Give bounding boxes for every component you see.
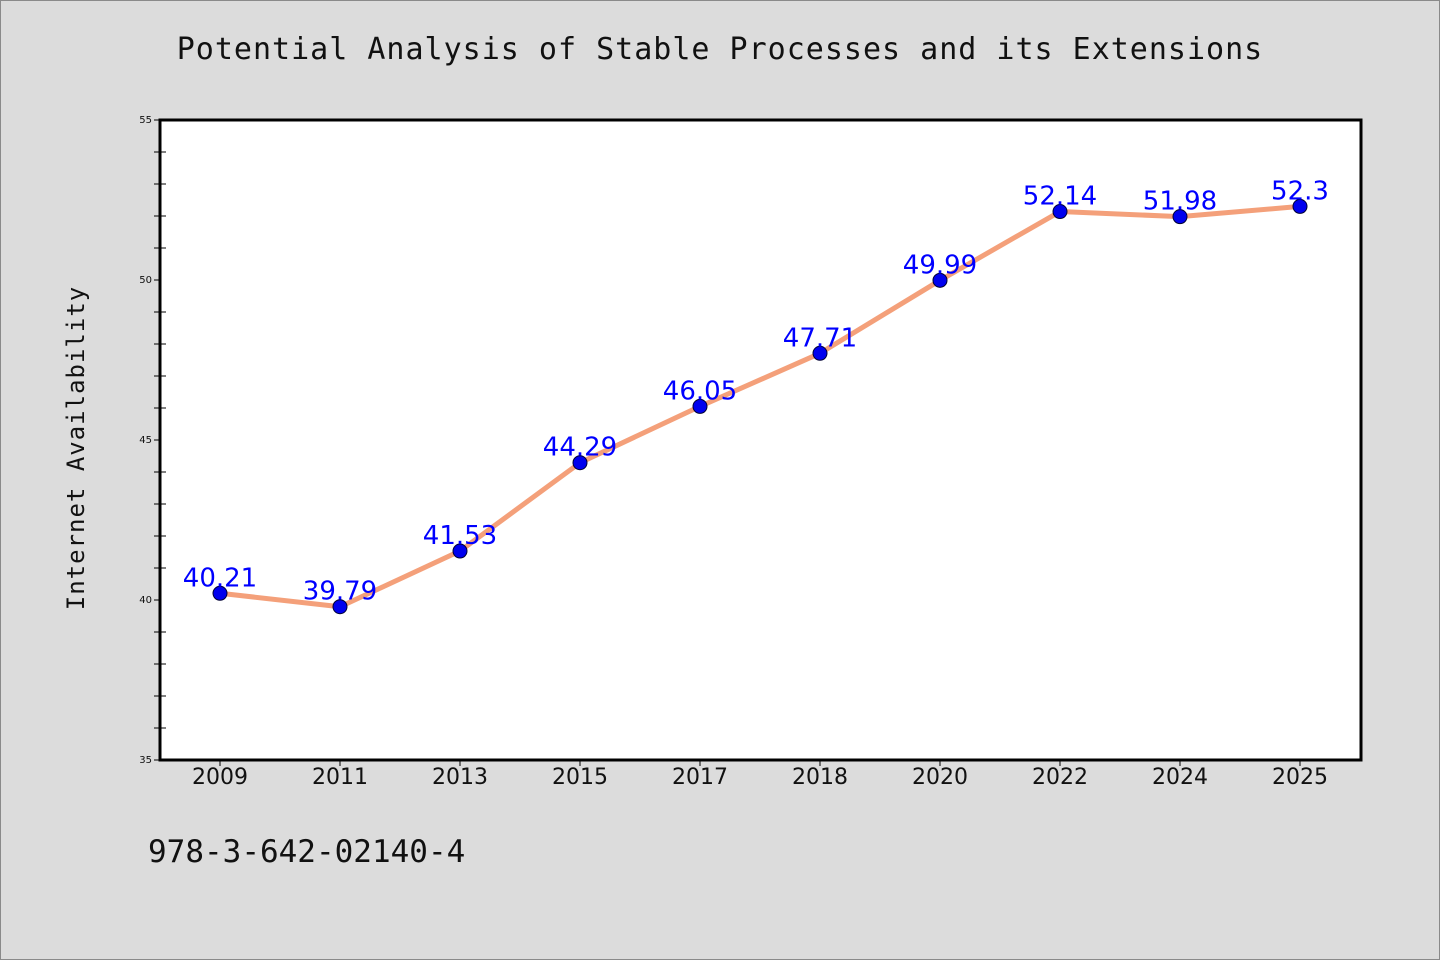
data-point [692, 398, 708, 414]
data-point [932, 272, 948, 288]
data-point [812, 345, 828, 361]
plot-area [158, 118, 1363, 762]
x-tick-label: 2009 [192, 765, 248, 790]
data-point [1172, 209, 1188, 225]
data-point [572, 455, 588, 471]
footnote: 978-3-642-02140-4 [148, 834, 466, 870]
x-tick-label: 2022 [1032, 765, 1088, 790]
data-label: 39.79 [303, 577, 377, 607]
data-label: 52.14 [1023, 182, 1097, 212]
y-tick-label: 50 [139, 275, 152, 286]
data-label: 41.53 [423, 521, 497, 551]
chart-title: Potential Analysis of Stable Processes a… [176, 32, 1264, 67]
x-tick-label: 2015 [552, 765, 608, 790]
x-tick-label: 2025 [1272, 765, 1328, 790]
x-tick-label: 2017 [672, 765, 728, 790]
data-point [1292, 198, 1308, 214]
data-label: 51.98 [1143, 187, 1217, 217]
y-tick-label: 40 [139, 595, 152, 606]
x-tick-label: 2011 [312, 765, 368, 790]
series-line [217, 203, 1303, 610]
data-label: 46.05 [663, 376, 737, 406]
x-tick-label: 2018 [792, 765, 848, 790]
y-tick-label: 55 [139, 115, 152, 126]
data-point [332, 599, 348, 615]
data-point [452, 543, 468, 559]
data-point [1052, 204, 1068, 220]
data-label: 40.21 [183, 563, 257, 593]
data-point [212, 585, 228, 601]
data-label: 52.3 [1271, 176, 1329, 206]
x-tick-label: 2020 [912, 765, 968, 790]
data-label: 47.71 [783, 323, 857, 353]
x-tick-label: 2013 [432, 765, 488, 790]
y-tick-label: 45 [139, 435, 152, 446]
y-tick-label: 35 [139, 755, 152, 766]
data-label: 44.29 [543, 433, 617, 463]
x-tick-label: 2024 [1152, 765, 1208, 790]
data-label: 49.99 [903, 250, 977, 280]
